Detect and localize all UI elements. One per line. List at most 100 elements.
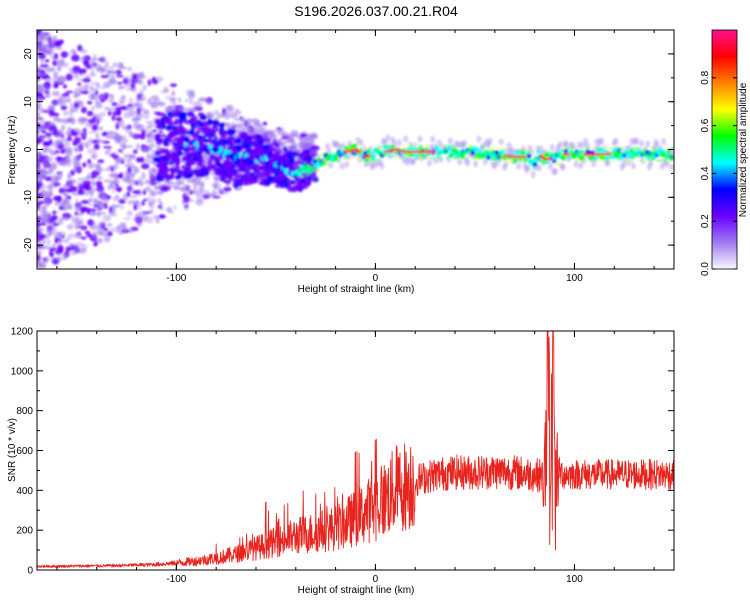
spectrogram-blob [60, 105, 68, 111]
spectrogram-blob [77, 177, 87, 181]
spectrogram-blob [544, 152, 548, 154]
spectrogram-blob [520, 149, 524, 152]
spectrogram-blob [92, 115, 97, 121]
spectrogram-blob [116, 81, 123, 85]
spectrogram-blob [262, 121, 268, 126]
spectrogram-blob [135, 142, 140, 146]
spectrogram-blob [45, 200, 50, 208]
spectrogram-blob [120, 142, 127, 150]
spectrogram-blob [221, 113, 225, 118]
spectrogram-blob [205, 190, 210, 195]
spectrogram-blob [183, 191, 190, 197]
spectrogram-blob [357, 157, 362, 160]
spectrogram-blob [272, 142, 280, 147]
spectrogram-blob [671, 155, 674, 161]
spectrogram-blob [109, 179, 114, 187]
spectrogram-blob [182, 114, 187, 122]
colorbar-tick-label: 0.8 [700, 70, 711, 84]
colorbar-tick-label: 0.2 [700, 214, 711, 228]
spectrogram-blob [121, 134, 127, 141]
spectrogram-blob [83, 127, 87, 132]
spectrogram-blob [103, 179, 111, 183]
spectrogram-blob [97, 207, 103, 211]
spectrogram-blob [223, 179, 232, 184]
spectrogram-blob [80, 90, 90, 95]
spectrogram-blob [98, 169, 102, 174]
spectrogram-blob [635, 147, 639, 149]
spectrogram-blob [651, 147, 655, 149]
spectrogram-blob [92, 54, 97, 59]
spectrogram-blob [487, 137, 493, 145]
spectrogram-blob [186, 165, 192, 169]
spectrogram-blob [200, 188, 206, 195]
spectrogram-blob [582, 147, 586, 149]
spectrogram-blob [241, 127, 247, 133]
spectrogram-ytick-label: -20 [23, 237, 34, 252]
spectrogram-blob [183, 186, 191, 192]
spectrogram-blob [102, 140, 110, 144]
spectrogram-blob [202, 196, 207, 201]
spectrogram-blob [181, 177, 186, 181]
spectrogram-blob [382, 138, 388, 146]
spectrogram-blob [302, 158, 311, 163]
spectrogram-blob [159, 201, 163, 207]
spectrogram-blob [434, 144, 438, 147]
spectrogram-blob [64, 140, 71, 147]
spectrogram-blob [536, 149, 541, 155]
spectrogram-blob [213, 109, 219, 116]
spectrogram-blob [95, 101, 103, 109]
spectrogram-blob [324, 164, 328, 166]
spectrogram-blob [541, 163, 546, 166]
spectrogram-blob [213, 135, 219, 140]
spectrogram-blob [172, 100, 177, 108]
spectrogram-blob [300, 175, 304, 178]
spectrogram-blob [424, 144, 428, 147]
spectrogram-blob [128, 132, 137, 138]
spectrogram-blob [344, 161, 350, 168]
snr-xtick-label: 100 [566, 574, 583, 585]
spectrogram-blob [111, 102, 118, 106]
spectrogram-blob [37, 104, 40, 108]
spectrogram-blob [277, 128, 285, 136]
spectrogram-blob [575, 159, 579, 162]
spectrogram-blob [510, 161, 514, 164]
spectrogram-blob [494, 150, 499, 156]
spectrogram-blob [310, 171, 314, 173]
spectrogram-blob [410, 144, 414, 147]
spectrogram-blob [561, 156, 566, 161]
spectrogram-blob [563, 147, 567, 149]
spectrogram-blob [283, 146, 288, 152]
spectrogram-blob [37, 67, 42, 72]
spectrogram-blob [306, 135, 315, 141]
spectrogram-blob [56, 61, 62, 65]
spectrogram-blob [110, 74, 116, 79]
spectrogram-blob [58, 239, 67, 243]
spectrogram-blob [109, 209, 117, 216]
spectrogram-blob [244, 179, 254, 186]
spectrogram-blob [37, 125, 43, 133]
spectrogram-blob [125, 145, 134, 148]
spectrogram-blob [86, 233, 93, 238]
spectrogram-blob [252, 165, 258, 172]
spectrogram-blob [130, 82, 136, 89]
spectrogram-blob [476, 135, 482, 143]
spectrogram-xtick-label: 100 [566, 273, 583, 284]
spectrogram-blob [157, 198, 162, 203]
spectrogram-blob [37, 39, 46, 44]
spectrogram-blob [185, 154, 193, 158]
spectrogram-blob [84, 141, 89, 149]
spectrogram-blob [599, 137, 604, 145]
spectrogram-blob [154, 185, 159, 191]
spectrogram-blob [119, 105, 128, 111]
spectrogram-blob [40, 45, 49, 51]
spectrogram-blob [656, 159, 660, 162]
spectrogram-blob [147, 146, 153, 151]
spectrogram-ytick-label: 20 [23, 48, 34, 60]
spectrogram-blob [506, 142, 512, 150]
spectrogram-blob [127, 158, 131, 164]
spectrogram-blob [155, 152, 161, 156]
spectrogram-blob [149, 202, 155, 210]
spectrogram-blob [167, 113, 176, 118]
spectrogram-blob [168, 210, 174, 214]
spectrogram-blob [451, 144, 455, 147]
